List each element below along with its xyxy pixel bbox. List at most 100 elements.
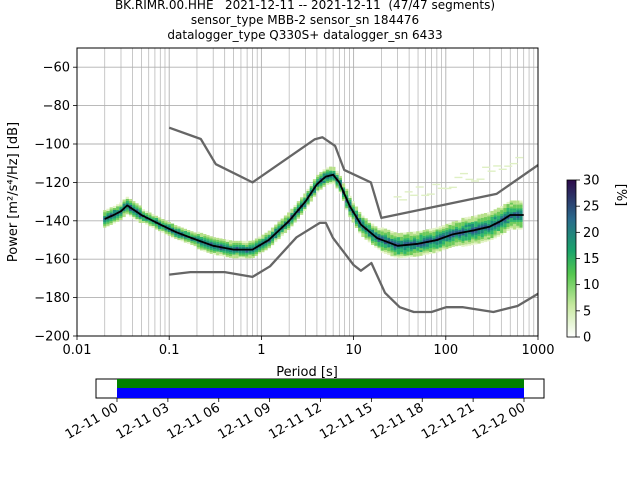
x-tick-label: 10	[345, 343, 362, 358]
histogram-cell	[487, 237, 491, 240]
histogram-cell	[180, 231, 184, 234]
histogram-cell	[500, 209, 504, 213]
histogram-cell	[267, 234, 271, 237]
histogram-cell	[351, 214, 355, 217]
histogram-cell	[270, 227, 275, 230]
histogram-cell	[290, 212, 294, 215]
histogram-cell	[341, 194, 346, 198]
histogram-cell	[406, 239, 410, 243]
histogram-cell	[400, 250, 404, 253]
histogram-cell	[380, 240, 384, 244]
histogram-cell	[151, 221, 155, 225]
histogram-cell	[467, 237, 472, 240]
histogram-cell	[406, 249, 410, 252]
histogram-cell	[477, 239, 481, 242]
histogram-cell	[464, 234, 468, 237]
histogram-cell	[445, 241, 449, 244]
histogram-cell	[471, 242, 475, 246]
histogram-cell	[483, 220, 488, 223]
histogram-cell	[464, 236, 468, 239]
histogram-cell	[461, 229, 465, 232]
histogram-outlier	[421, 194, 430, 197]
histogram-cell	[396, 250, 401, 253]
histogram-cell	[509, 225, 513, 228]
histogram-cell	[232, 250, 236, 253]
time-tick-label: 12-11 09	[216, 400, 274, 442]
histogram-cell	[229, 244, 233, 247]
histogram-cell	[267, 236, 271, 239]
histogram-cell	[512, 200, 517, 203]
histogram-cell	[354, 221, 359, 225]
plot-frame	[76, 47, 539, 337]
histogram-cell	[351, 212, 355, 215]
histogram-cell	[332, 176, 336, 179]
histogram-cell	[432, 247, 436, 250]
histogram-cell	[241, 250, 246, 253]
mean-curve	[104, 173, 524, 251]
histogram-cell	[454, 234, 459, 237]
histogram-cell	[248, 244, 252, 247]
histogram-cell	[322, 184, 326, 187]
histogram-cell	[300, 206, 304, 210]
histogram-cell	[319, 173, 323, 177]
histogram-cell	[270, 231, 275, 234]
histogram-cell	[448, 224, 452, 227]
histogram-cell	[138, 211, 142, 214]
histogram-cell	[380, 229, 384, 232]
histogram-cell	[445, 237, 449, 240]
histogram-outlier	[399, 199, 408, 201]
histogram-cell	[248, 246, 252, 249]
histogram-cell	[396, 242, 401, 245]
x-tick-label: 100	[433, 343, 458, 358]
histogram-cell	[422, 239, 426, 242]
histogram-cell	[474, 230, 478, 233]
histogram-cell	[374, 226, 378, 229]
histogram-cell	[319, 177, 323, 181]
histogram-cell	[109, 216, 113, 220]
histogram-cell	[474, 236, 478, 239]
histogram-cell	[409, 233, 413, 236]
histogram-cell	[125, 208, 129, 211]
histogram-cell	[174, 225, 178, 228]
histogram-cell	[116, 208, 120, 211]
histogram-cell	[464, 228, 468, 231]
histogram-cell	[490, 226, 494, 229]
histogram-cell	[483, 234, 488, 237]
histogram-cell	[245, 252, 249, 255]
histogram-cell	[132, 203, 136, 206]
histogram-cell	[270, 229, 275, 232]
histogram-cell	[261, 240, 265, 243]
histogram-cell	[167, 223, 171, 227]
histogram-cell	[451, 242, 455, 245]
histogram-cell	[316, 180, 320, 183]
time-tick-label: 12-11 06	[165, 400, 223, 442]
histogram-cell	[196, 237, 200, 240]
histogram-cell	[154, 219, 158, 222]
histogram-cell	[161, 226, 165, 229]
histogram-outlier	[448, 186, 457, 189]
histogram-cell	[245, 256, 249, 259]
histogram-cell	[329, 176, 333, 179]
histogram-cell	[219, 240, 223, 243]
histogram-cell	[461, 217, 465, 221]
histogram-cell	[425, 252, 430, 255]
histogram-cell	[477, 222, 481, 225]
histogram-cell	[406, 251, 410, 254]
histogram-cell	[406, 253, 410, 256]
histogram-cell	[132, 210, 136, 213]
histogram-cell	[229, 242, 233, 245]
histogram-cell	[461, 233, 465, 236]
histogram-cell	[319, 175, 323, 179]
histogram-cell	[380, 227, 384, 230]
histogram-cell	[393, 245, 397, 248]
histogram-cell	[161, 222, 165, 226]
histogram-cell	[487, 218, 491, 221]
histogram-cell	[429, 247, 433, 251]
time-tick-label: 12-11 12	[266, 400, 324, 442]
histogram-cell	[312, 182, 317, 186]
histogram-cell	[396, 238, 401, 242]
histogram-cell	[280, 222, 284, 225]
histogram-cell	[496, 215, 501, 218]
histogram-cell	[199, 236, 204, 239]
